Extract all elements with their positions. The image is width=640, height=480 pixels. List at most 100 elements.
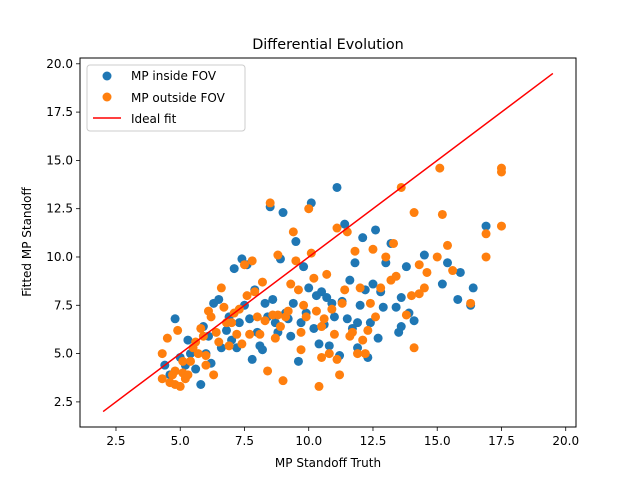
outside-fov-point [337, 298, 347, 308]
y-tick-label: 2.5 [54, 395, 73, 409]
outside-fov-point [481, 229, 491, 239]
inside-fov-point [443, 258, 453, 268]
inside-fov-point [358, 233, 368, 243]
y-tick-label: 20.0 [46, 57, 73, 71]
legend-label-ideal: Ideal fit [131, 112, 177, 126]
outside-fov-point [437, 209, 447, 219]
outside-fov-point [409, 343, 419, 353]
inside-fov-point [345, 275, 355, 285]
outside-fov-point [260, 316, 270, 326]
y-axis-label: Fitted MP Standoff [20, 187, 34, 297]
outside-fov-point [481, 252, 491, 262]
inside-fov-point [196, 379, 206, 389]
outside-fov-point [296, 345, 306, 355]
outside-fov-point [186, 356, 196, 366]
x-axis-label: MP Standoff Truth [275, 456, 381, 470]
outside-fov-point [170, 366, 180, 376]
outside-fov-point [219, 302, 229, 312]
inside-fov-point [396, 322, 406, 332]
outside-fov-point [317, 322, 327, 332]
inside-fov-point [324, 341, 334, 351]
inside-fov-point [278, 208, 288, 218]
x-tick-label: 15.0 [424, 434, 451, 448]
x-tick-label: 2.5 [106, 434, 125, 448]
inside-fov-point [314, 339, 324, 349]
outside-fov-point [247, 256, 257, 266]
outside-fov-point [299, 300, 309, 310]
x-tick-label: 5.0 [171, 434, 190, 448]
outside-fov-point [309, 273, 319, 283]
inside-fov-point [437, 279, 447, 289]
inside-fov-point [304, 283, 314, 293]
outside-fov-point [216, 283, 226, 293]
points-layer [157, 163, 506, 391]
outside-fov-point [355, 283, 365, 293]
y-axis-ticks: 2.5 5.0 7.5 10.0 12.5 15.0 17.5 20.0 [46, 57, 80, 409]
outside-fov-point [293, 285, 303, 295]
y-tick-label: 5.0 [54, 347, 73, 361]
outside-fov-point [365, 298, 375, 308]
outside-fov-point [353, 349, 363, 359]
inside-fov-point [365, 318, 375, 328]
outside-fov-point [224, 341, 234, 351]
inside-fov-point [378, 302, 388, 312]
outside-fov-point [414, 260, 424, 270]
inside-fov-point [453, 294, 463, 304]
inside-fov-point [419, 250, 429, 260]
outside-fov-point [350, 246, 360, 256]
inside-fov-point [329, 312, 339, 322]
inside-fov-point [245, 314, 255, 324]
outside-fov-point [162, 333, 172, 343]
outside-fov-point [332, 354, 342, 364]
outside-fov-point [314, 381, 324, 391]
outside-fov-point [435, 163, 445, 173]
outside-fov-point [178, 368, 188, 378]
inside-fov-point [322, 293, 332, 303]
legend: MP inside FOV MP outside FOV Ideal fit [86, 64, 246, 132]
outside-fov-point [363, 325, 373, 335]
outside-fov-point [242, 291, 252, 301]
legend-marker-inside [102, 71, 112, 81]
outside-fov-point [401, 310, 411, 320]
y-tick-label: 17.5 [46, 105, 73, 119]
outside-fov-point [335, 370, 345, 380]
outside-fov-point [496, 221, 506, 231]
x-tick-label: 20.0 [552, 434, 579, 448]
outside-fov-point [360, 349, 370, 359]
inside-fov-point [340, 219, 350, 229]
inside-fov-point [183, 335, 193, 345]
inside-fov-point [234, 318, 244, 328]
outside-fov-point [252, 312, 262, 322]
inside-fov-point [288, 298, 298, 308]
x-tick-label: 7.5 [235, 434, 254, 448]
inside-fov-point [296, 318, 306, 328]
outside-fov-point [273, 310, 283, 320]
outside-fov-point [407, 291, 417, 301]
inside-fov-point [293, 356, 303, 366]
outside-fov-point [448, 266, 458, 276]
outside-fov-point [340, 285, 350, 295]
y-tick-label: 15.0 [46, 153, 73, 167]
outside-fov-point [275, 322, 285, 332]
outside-fov-point [237, 339, 247, 349]
legend-label-inside: MP inside FOV [131, 69, 217, 83]
outside-fov-point [327, 304, 337, 314]
inside-fov-point [191, 364, 201, 374]
inside-fov-point [309, 323, 319, 333]
inside-fov-point [353, 318, 363, 328]
inside-fov-point [247, 354, 257, 364]
outside-fov-point [265, 198, 275, 208]
inside-fov-point [299, 262, 309, 272]
outside-fov-point [232, 329, 242, 339]
outside-fov-point [263, 366, 273, 376]
y-tick-label: 7.5 [54, 298, 73, 312]
legend-label-outside: MP outside FOV [131, 91, 226, 105]
inside-fov-point [371, 225, 381, 235]
outside-fov-point [419, 283, 429, 293]
outside-fov-point [381, 252, 391, 262]
outside-fov-point [175, 381, 185, 391]
x-tick-label: 12.5 [360, 434, 387, 448]
inside-fov-point [260, 298, 270, 308]
ideal-fit-line [102, 72, 554, 413]
inside-fov-point [214, 294, 224, 304]
